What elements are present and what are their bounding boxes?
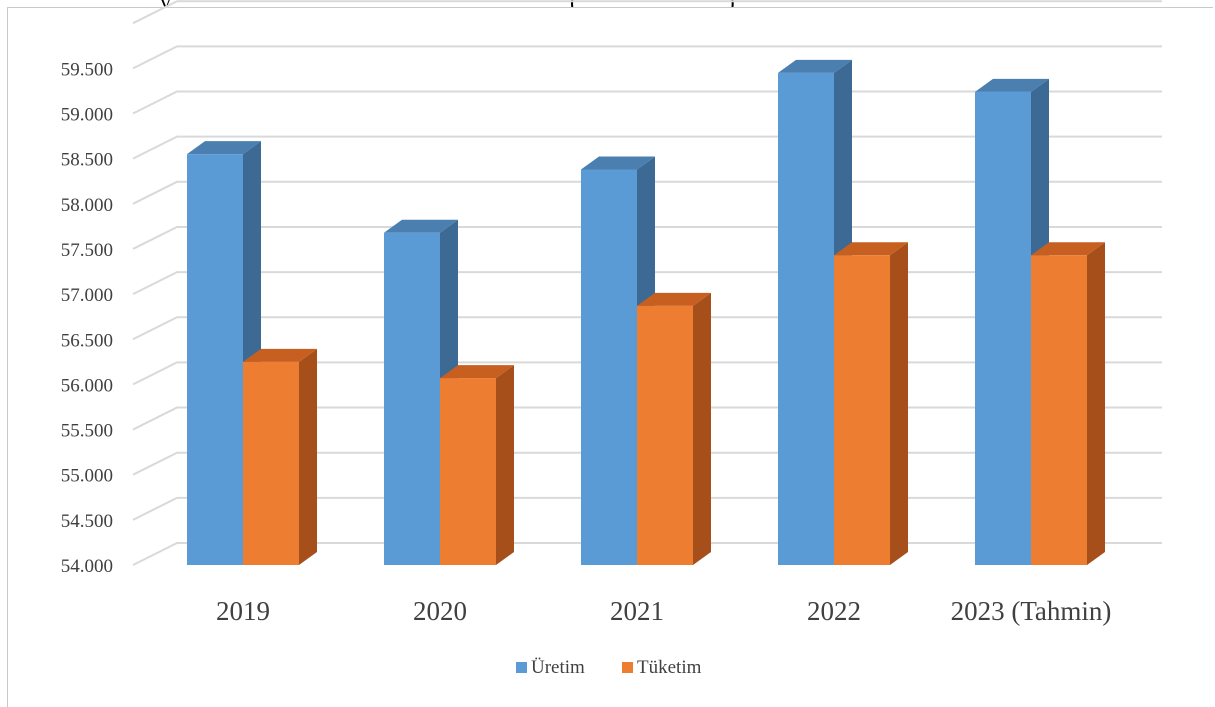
y-tick-label: 54.500 <box>61 511 113 532</box>
bar-tuketim <box>637 292 711 565</box>
y-tick-label: 57.500 <box>61 240 113 261</box>
x-tick-label: 2021 <box>610 596 664 626</box>
gridline <box>132 45 1162 70</box>
legend-item-tuketim: Tüketim <box>622 657 702 678</box>
y-tick-label: 54.000 <box>61 556 113 577</box>
y-tick-label: 57.000 <box>61 285 113 306</box>
legend-label: Üretim <box>531 657 585 678</box>
bar-tuketim <box>1031 242 1105 565</box>
y-tick-label: 59.000 <box>61 105 113 126</box>
y-tick-label: 56.000 <box>61 375 113 396</box>
y-tick-label: 56.500 <box>61 330 113 351</box>
caption-fragment-right: () <box>570 0 735 7</box>
x-axis-tick-labels: 2019 2020 2021 2022 2023 (Tahmin) <box>216 596 1111 626</box>
bar-tuketim <box>440 365 514 565</box>
bars <box>187 59 1105 566</box>
y-tick-label: 59.500 <box>61 59 113 80</box>
y-tick-label: 55.000 <box>61 466 113 487</box>
legend-item-uretim: Üretim <box>516 657 585 678</box>
legend-swatch <box>622 662 633 673</box>
caption-open-paren: ( <box>570 0 577 7</box>
legend: Üretim Tüketim <box>516 657 702 678</box>
caption-fragment-left: y <box>160 0 171 7</box>
top-caption-fragment: y () <box>0 0 1215 7</box>
x-tick-label: 2022 <box>807 596 861 626</box>
bar-tuketim <box>243 348 317 565</box>
y-tick-label: 55.500 <box>61 421 113 442</box>
x-tick-label: 2020 <box>413 596 467 626</box>
x-tick-label: 2019 <box>216 596 270 626</box>
y-tick-label: 58.500 <box>61 150 113 171</box>
caption-close-paren: ) <box>727 0 734 7</box>
x-tick-label: 2023 (Tahmin) <box>951 596 1112 626</box>
legend-swatch <box>516 662 527 673</box>
legend-label: Tüketim <box>637 657 702 678</box>
bar-tuketim <box>834 242 908 565</box>
y-axis-tick-labels: 54.000 54.500 55.000 55.500 56.000 56.500 57.0… <box>61 59 113 577</box>
gridline <box>132 0 1162 25</box>
y-tick-label: 58.000 <box>61 195 113 216</box>
chart-area-border <box>7 7 1213 707</box>
